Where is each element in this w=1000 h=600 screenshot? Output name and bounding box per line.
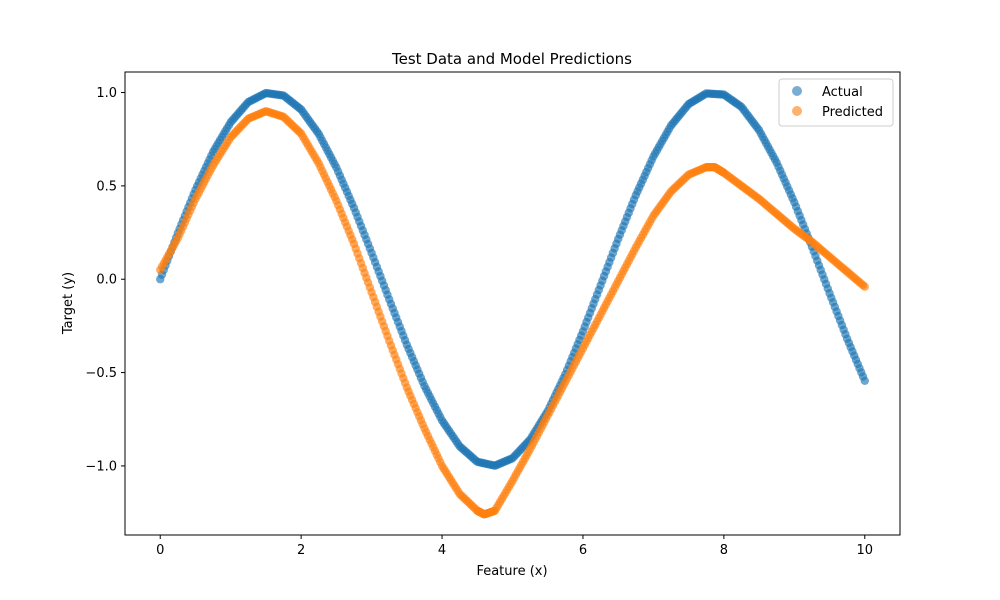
legend-swatch-actual bbox=[792, 86, 802, 96]
x-tick-label-2: 4 bbox=[438, 543, 446, 558]
plot-frame bbox=[124, 71, 901, 536]
y-tick-label-0: −1.0 bbox=[85, 459, 117, 474]
legend-swatch-predicted bbox=[792, 106, 802, 116]
series-actual bbox=[156, 88, 869, 470]
series-predicted bbox=[156, 107, 869, 519]
y-axis-label: Target (y) bbox=[61, 272, 76, 335]
legend: Actual Predicted bbox=[778, 78, 894, 127]
chart-title: Test Data and Model Predictions bbox=[391, 50, 632, 68]
point-predicted-420 bbox=[860, 282, 869, 291]
x-tick-label-3: 6 bbox=[579, 543, 587, 558]
axes-layer: 0 2 4 6 8 10 −1.0 −0.5 0.0 0.5 1.0 bbox=[85, 86, 873, 558]
y-tick-label-2: 0.0 bbox=[96, 273, 117, 288]
x-tick-label-0: 0 bbox=[156, 543, 164, 558]
y-tick-label-3: 0.5 bbox=[96, 179, 117, 194]
point-actual-400 bbox=[860, 376, 869, 385]
x-axis-label: Feature (x) bbox=[476, 564, 547, 579]
y-tick-label-4: 1.0 bbox=[96, 86, 117, 101]
x-tick-label-4: 8 bbox=[720, 543, 728, 558]
y-tick-label-1: −0.5 bbox=[85, 366, 117, 381]
legend-box bbox=[778, 78, 894, 127]
x-tick-label-1: 2 bbox=[297, 543, 305, 558]
legend-label-actual: Actual bbox=[822, 85, 863, 100]
x-tick-label-5: 10 bbox=[856, 543, 873, 558]
legend-label-predicted: Predicted bbox=[822, 105, 883, 120]
series-layer bbox=[156, 88, 869, 519]
